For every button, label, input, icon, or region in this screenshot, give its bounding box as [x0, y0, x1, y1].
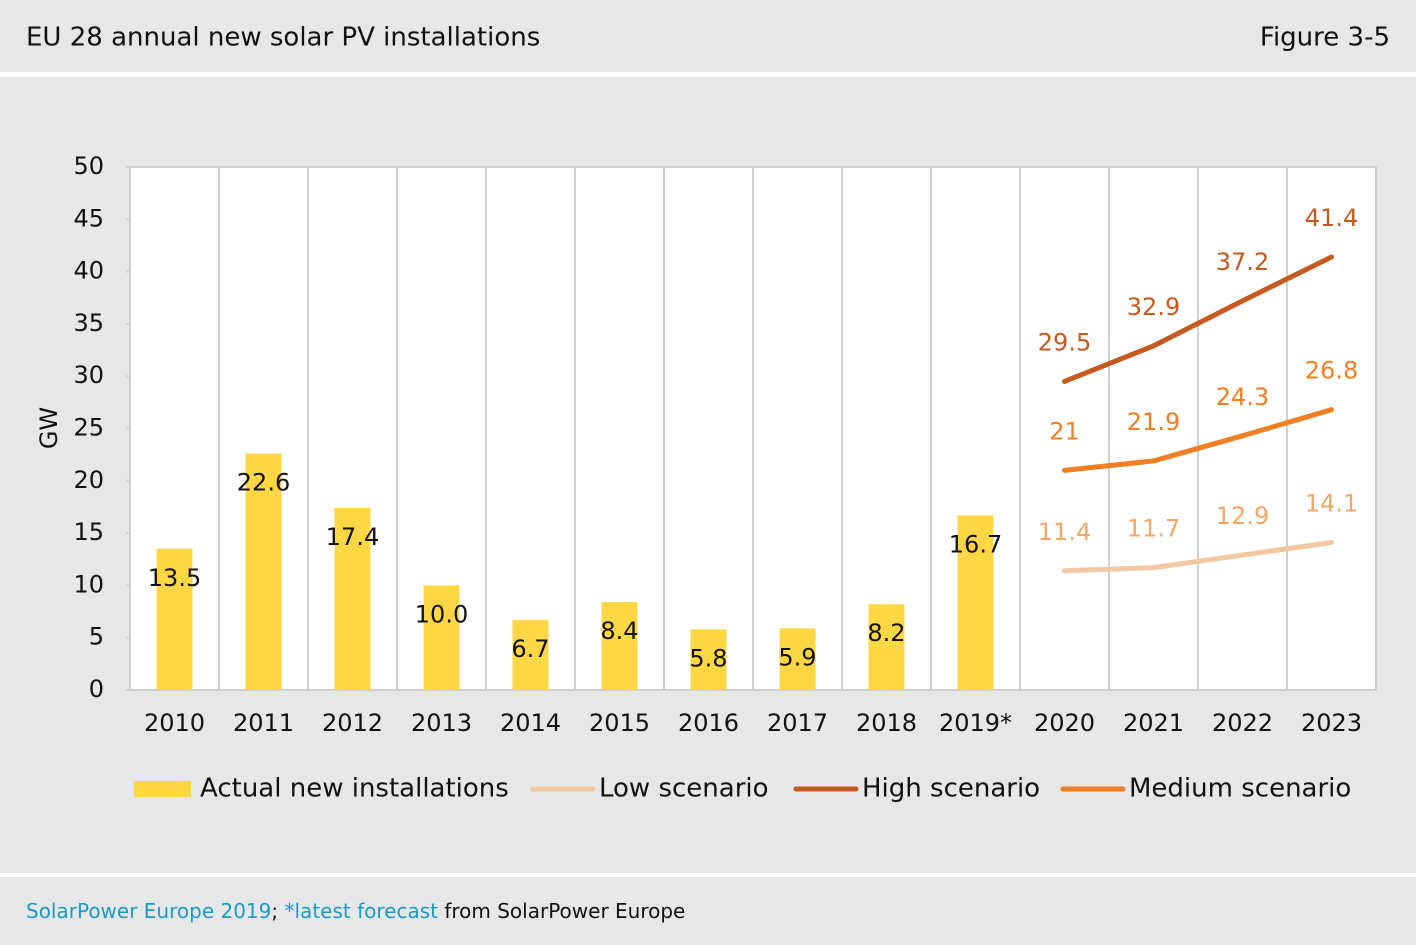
y-tick-label: 40 — [73, 257, 104, 285]
bar-value-label: 13.5 — [148, 564, 201, 592]
bar-value-label: 5.9 — [778, 643, 816, 671]
line-series — [1062, 540, 1334, 574]
bar — [779, 628, 816, 690]
x-tick-label: 2020 — [1034, 709, 1095, 737]
x-tick-label: 2015 — [589, 709, 650, 737]
y-axis-label: GW — [35, 407, 63, 449]
chart-title: EU 28 annual new solar PV installations — [26, 23, 540, 53]
line-value-label: 24.3 — [1216, 383, 1269, 411]
source-link: SolarPower Europe 2019 — [26, 899, 271, 923]
line-series — [1062, 407, 1334, 473]
x-tick-label: 2017 — [767, 709, 828, 737]
source-text: ; — [271, 899, 284, 923]
line-value-label: 14.1 — [1305, 490, 1358, 518]
y-tick-label: 5 — [89, 623, 104, 651]
y-tick-label: 15 — [73, 518, 104, 546]
legend-label: Medium scenario — [1129, 774, 1351, 804]
y-tick-label: 0 — [89, 675, 104, 703]
legend-label: High scenario — [862, 774, 1040, 804]
bar-value-label: 16.7 — [949, 530, 1002, 558]
x-tick-label: 2012 — [322, 709, 383, 737]
y-tick-label: 30 — [73, 361, 104, 389]
legend-label: Low scenario — [599, 774, 769, 804]
source-text: from SolarPower Europe — [438, 899, 685, 923]
y-tick-label: 25 — [73, 414, 104, 442]
bar — [690, 629, 727, 690]
x-tick-label: 2014 — [500, 709, 561, 737]
y-tick-label: 20 — [73, 466, 104, 494]
line-value-label: 11.4 — [1038, 518, 1091, 546]
bar — [512, 619, 549, 690]
line-series — [1062, 254, 1334, 384]
x-tick-label: 2010 — [144, 709, 205, 737]
bar-value-label: 5.8 — [689, 644, 727, 672]
bar-value-label: 17.4 — [326, 523, 379, 551]
bar — [334, 507, 371, 690]
line-value-label: 12.9 — [1216, 502, 1269, 530]
bar-value-label: 6.7 — [511, 635, 549, 663]
x-tick-label: 2018 — [856, 709, 917, 737]
x-tick-label: 2016 — [678, 709, 739, 737]
line-value-label: 37.2 — [1216, 248, 1269, 276]
source-link: *latest forecast — [285, 899, 439, 923]
bar-value-label: 8.4 — [600, 617, 638, 645]
legend-swatch — [134, 781, 191, 797]
line-value-label: 41.4 — [1305, 204, 1358, 232]
line-value-label: 21.9 — [1127, 408, 1180, 436]
bar — [423, 585, 460, 690]
header-divider — [0, 72, 1416, 77]
x-tick-label: 2023 — [1301, 709, 1362, 737]
line-value-label: 29.5 — [1038, 328, 1091, 356]
source-note: SolarPower Europe 2019; *latest forecast… — [26, 899, 685, 923]
y-tick-label: 35 — [73, 309, 104, 337]
x-tick-label: 2011 — [233, 709, 294, 737]
bar — [957, 515, 994, 690]
bar-value-label: 8.2 — [867, 619, 905, 647]
bar-value-label: 22.6 — [237, 469, 290, 497]
footer-divider — [0, 873, 1416, 877]
bar — [156, 548, 193, 690]
figure-number: Figure 3-5 — [1260, 23, 1390, 53]
bar-value-label: 10.0 — [415, 600, 468, 628]
y-tick-label: 10 — [73, 570, 104, 598]
line-value-label: 21 — [1049, 417, 1080, 445]
bar — [245, 453, 282, 690]
bar — [868, 604, 905, 690]
y-tick-label: 50 — [73, 152, 104, 180]
legend-label: Actual new installations — [200, 774, 509, 804]
x-tick-label: 2021 — [1123, 709, 1184, 737]
x-tick-label: 2022 — [1212, 709, 1273, 737]
x-tick-label: 2013 — [411, 709, 472, 737]
bar — [601, 602, 638, 690]
y-tick-label: 45 — [73, 204, 104, 232]
line-value-label: 26.8 — [1305, 357, 1358, 385]
line-value-label: 11.7 — [1127, 515, 1180, 543]
x-tick-label: 2019* — [939, 709, 1012, 737]
line-value-label: 32.9 — [1127, 293, 1180, 321]
